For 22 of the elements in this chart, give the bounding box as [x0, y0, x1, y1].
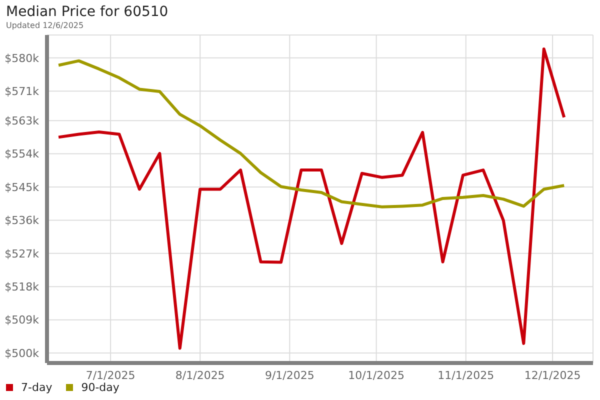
line-series	[57, 59, 566, 208]
line-series	[57, 48, 566, 350]
y-tick-label: $536k	[4, 214, 40, 228]
chart-subtitle: Updated 12/6/2025	[6, 21, 84, 30]
x-tick-label: 8/1/2025	[175, 368, 225, 382]
y-tick-label: $527k	[4, 247, 40, 260]
y-tick-label: $580k	[4, 52, 40, 65]
x-tick-label: 11/1/2025	[438, 368, 494, 382]
y-tick-label: $554k	[4, 148, 40, 161]
x-tick-label: 7/1/2025	[86, 368, 136, 382]
y-tick-label: $509k	[4, 314, 40, 327]
x-tick-label: 10/1/2025	[348, 368, 405, 382]
y-tick-label: $500k	[4, 346, 40, 360]
x-tick-label: 9/1/2025	[264, 368, 314, 382]
y-tick-label: $545k	[4, 180, 40, 194]
y-tick-label: $571k	[4, 84, 40, 98]
x-tick-label: 12/1/2025	[524, 368, 581, 382]
y-tick-label: $518k	[4, 280, 40, 294]
legend-label: 7-day	[20, 381, 52, 394]
y-tick-label: $563k	[4, 114, 40, 128]
legend-label: 90-day	[80, 381, 120, 394]
chart-title: Median Price for 60510	[6, 4, 168, 20]
